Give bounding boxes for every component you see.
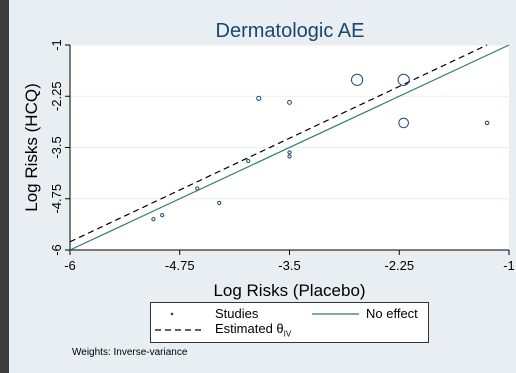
weights-note: Weights: Inverse-variance bbox=[72, 347, 188, 358]
study-point bbox=[398, 117, 409, 129]
window-left-edge bbox=[0, 0, 9, 373]
study-point bbox=[397, 73, 410, 86]
legend-estimated-text: Estimated θ bbox=[215, 321, 284, 336]
y-tick-label: -1 bbox=[49, 39, 64, 51]
legend-studies-marker bbox=[170, 312, 174, 316]
y-tick-label: -4.75 bbox=[49, 184, 64, 214]
estimated-line bbox=[69, 44, 488, 243]
x-tick-label: -3.5 bbox=[278, 258, 300, 273]
x-tick-label: -1 bbox=[503, 258, 515, 273]
x-tick-label: -6 bbox=[64, 258, 76, 273]
legend: Studies No effect Estimated θIV bbox=[150, 302, 429, 343]
study-point bbox=[246, 158, 251, 164]
y-axis-label: Log Risks (HCQ) bbox=[22, 83, 41, 211]
x-tick-label: -2.25 bbox=[384, 258, 414, 273]
study-point bbox=[151, 217, 156, 222]
study-point bbox=[195, 186, 200, 191]
study-point bbox=[484, 120, 490, 126]
legend-no-effect-label: No effect bbox=[366, 306, 418, 321]
y-tick-label: -2.25 bbox=[49, 81, 64, 111]
y-tick-label: -6 bbox=[49, 244, 64, 256]
legend-estimated-label: Estimated θIV bbox=[215, 321, 291, 339]
x-axis-label: Log Risks (Placebo) bbox=[213, 281, 365, 300]
legend-estimated-subscript: IV bbox=[283, 329, 292, 339]
study-point bbox=[351, 73, 364, 86]
y-tick-label: -3.5 bbox=[49, 136, 64, 158]
study-point bbox=[160, 213, 165, 218]
study-point bbox=[217, 200, 222, 205]
chart-title: Dermatologic AE bbox=[215, 20, 365, 42]
study-point bbox=[287, 150, 292, 155]
study-point bbox=[287, 154, 292, 159]
no-effect-line bbox=[69, 44, 510, 251]
x-tick-label: -4.75 bbox=[165, 258, 195, 273]
legend-studies-label: Studies bbox=[215, 306, 259, 321]
study-point bbox=[287, 99, 292, 105]
study-point bbox=[256, 95, 262, 101]
